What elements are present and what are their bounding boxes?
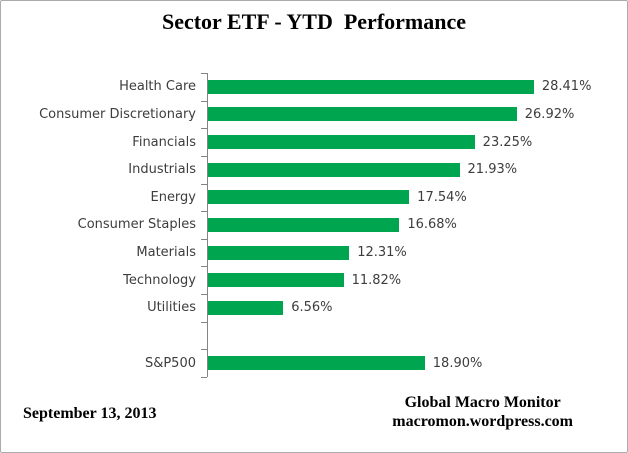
category-label: Materials: [136, 245, 196, 261]
category-label: Consumer Staples: [77, 217, 196, 233]
value-label: 12.31%: [357, 245, 407, 261]
bar-wrap: 12.31%: [207, 239, 627, 267]
bar: [208, 79, 534, 94]
attribution-line2: macromon.wordpress.com: [392, 413, 573, 430]
value-label: 23.25%: [482, 134, 533, 150]
bar-row: Consumer Discretionary 26.92%: [1, 101, 627, 129]
plot-area: Health Care 28.41% Consumer Discretionary 2…: [1, 73, 627, 378]
bar-wrap: 16.68%: [207, 211, 627, 239]
bar-wrap: 23.25%: [207, 128, 627, 156]
tick-mark: [201, 211, 207, 213]
category-label: S&P500: [144, 355, 196, 371]
bar-wrap: 21.93%: [207, 156, 627, 184]
tick-mark: [201, 377, 207, 378]
bar-wrap: 26.92%: [207, 101, 627, 129]
value-label: 11.82%: [351, 272, 402, 288]
bar-row: Utilities 6.56%: [1, 294, 627, 322]
bar: [208, 217, 400, 232]
value-label: 17.54%: [417, 189, 467, 205]
bar-row: Consumer Staples 16.68%: [1, 211, 627, 239]
bar: [208, 300, 284, 315]
tick-mark: [201, 266, 207, 268]
bar-row: Health Care 28.41%: [1, 73, 627, 101]
bar-row: Energy 17.54%: [1, 184, 627, 212]
footer-date: September 13, 2013: [23, 405, 157, 422]
bar: [208, 356, 425, 371]
value-label: 28.41%: [541, 79, 592, 95]
bar: [208, 162, 460, 177]
bar-wrap: 18.90%: [207, 349, 627, 377]
bar-wrap: [207, 322, 627, 350]
category-label: Health Care: [119, 79, 196, 95]
tick-mark: [201, 155, 207, 157]
bar-wrap: 6.56%: [207, 294, 627, 322]
bar-row: Materials 12.31%: [1, 239, 627, 267]
value-label: 16.68%: [407, 217, 457, 233]
bar: [208, 245, 350, 260]
category-label: Industrials: [128, 162, 196, 178]
category-label: Technology: [123, 272, 196, 288]
tick-mark: [201, 183, 207, 185]
attribution-line1: Global Macro Monitor: [404, 394, 561, 411]
tick-mark: [201, 128, 207, 130]
tick-mark: [201, 100, 207, 102]
category-label: Consumer Discretionary: [39, 106, 196, 122]
value-label: 18.90%: [432, 355, 483, 371]
bar-wrap: 11.82%: [207, 266, 627, 294]
tick-mark: [201, 349, 207, 351]
chart-title: Sector ETF - YTD Performance: [161, 9, 467, 34]
tick-mark: [201, 294, 207, 296]
value-label: 6.56%: [291, 300, 333, 316]
category-label: Energy: [150, 189, 196, 205]
bar-wrap: 17.54%: [207, 184, 627, 212]
bar-row: Financials 23.25%: [1, 128, 627, 156]
tick-mark: [201, 321, 207, 323]
bar-wrap: 28.41%: [207, 73, 627, 101]
tick-mark: [201, 73, 207, 74]
bar: [208, 190, 410, 205]
value-label: 26.92%: [524, 106, 575, 122]
bar: [208, 107, 517, 122]
bar-row: S&P500 18.90%: [1, 349, 627, 377]
category-label: Financials: [132, 134, 196, 150]
category-label: Utilities: [147, 300, 196, 316]
category-axis-line: [207, 73, 208, 377]
bar-rows: Health Care 28.41% Consumer Discretionary 2…: [1, 73, 627, 377]
value-label: 21.93%: [467, 162, 518, 178]
attribution: Global Macro Monitor macromon.wordpress.…: [392, 393, 573, 431]
bar: [208, 273, 344, 288]
bar-row-spacer: [1, 322, 627, 350]
bar-row: Technology 11.82%: [1, 266, 627, 294]
bar-row: Industrials 21.93%: [1, 156, 627, 184]
bar: [208, 135, 475, 150]
tick-mark: [201, 238, 207, 240]
